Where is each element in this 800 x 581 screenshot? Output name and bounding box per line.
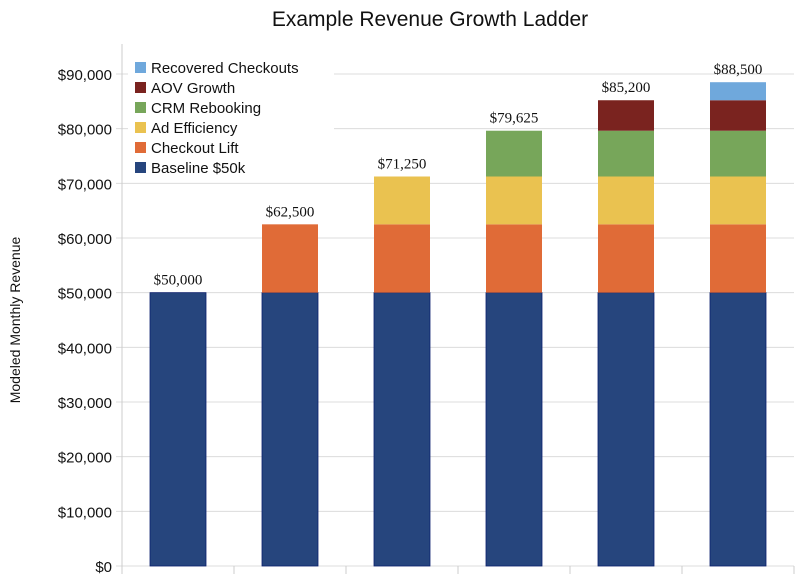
y-tick-label: $50,000 (58, 286, 112, 303)
data-label: $85,200 (602, 80, 651, 96)
bar-segment-ad-efficiency (710, 176, 766, 225)
bar-segment-aov-growth (710, 100, 766, 131)
bar-segment-checkout-lift (262, 224, 318, 293)
bar-segment-checkout-lift (486, 224, 542, 293)
bar-segment-crm-rebooking (598, 130, 654, 177)
legend-swatch (135, 102, 146, 113)
data-label: $50,000 (154, 273, 203, 289)
legend: Recovered Checkouts AOV Growth CRM Rebooki… (128, 52, 334, 182)
bar-segment-checkout-lift (598, 224, 654, 293)
chart-title: Example Revenue Growth Ladder (272, 8, 588, 31)
bar-segment-ad-efficiency (598, 176, 654, 225)
data-label: $79,625 (490, 111, 539, 127)
legend-swatch (135, 122, 146, 133)
data-label: $62,500 (266, 204, 315, 220)
y-tick-label: $10,000 (58, 504, 112, 521)
legend-label: CRM Rebooking (151, 100, 261, 117)
bar-segment-baseline-50k (709, 292, 767, 567)
bar-segment-crm-rebooking (710, 130, 766, 177)
bar-segment-crm-rebooking (486, 130, 542, 177)
legend-label: Checkout Lift (151, 140, 239, 157)
y-tick-label: $20,000 (58, 450, 112, 467)
bar-segment-ad-efficiency (486, 176, 542, 225)
y-tick-label: $30,000 (58, 395, 112, 412)
bar-segment-aov-growth (598, 100, 654, 131)
legend-swatch (135, 82, 146, 93)
bar-segment-baseline-50k (597, 292, 655, 567)
legend-label: Recovered Checkouts (151, 60, 299, 77)
legend-background (128, 52, 334, 182)
legend-label: Baseline $50k (151, 160, 246, 177)
data-label: $88,500 (714, 62, 763, 78)
bar-segment-recovered-checkouts (710, 82, 766, 101)
legend-label: AOV Growth (151, 80, 235, 97)
y-axis-label: Modeled Monthly Revenue (7, 237, 23, 404)
y-tick-label: $0 (95, 559, 112, 576)
y-tick-label: $80,000 (58, 122, 112, 139)
bar-segment-baseline-50k (261, 292, 319, 567)
bar-segment-baseline-50k (485, 292, 543, 567)
legend-label: Ad Efficiency (151, 120, 238, 137)
legend-swatch (135, 62, 146, 73)
legend-swatch (135, 142, 146, 153)
y-tick-label: $70,000 (58, 176, 112, 193)
bar-segment-baseline-50k (373, 292, 431, 567)
bar-segment-checkout-lift (710, 224, 766, 293)
y-tick-label: $60,000 (58, 231, 112, 248)
bar-segment-ad-efficiency (374, 176, 430, 225)
y-tick-label: $90,000 (58, 67, 112, 84)
bar-segment-checkout-lift (374, 224, 430, 293)
legend-swatch (135, 162, 146, 173)
bar-segment-baseline-50k (149, 292, 207, 567)
data-label: $71,250 (378, 157, 427, 173)
y-tick-label: $40,000 (58, 340, 112, 357)
